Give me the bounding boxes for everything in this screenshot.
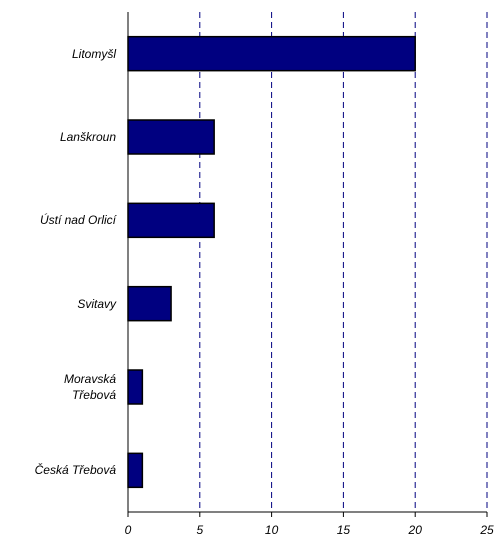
- y-tick-label: Svitavy: [77, 296, 116, 311]
- x-tick-label: 15: [337, 523, 351, 537]
- x-tick-label: 5: [196, 523, 203, 537]
- bar: [127, 202, 215, 239]
- x-tick-label: 20: [408, 523, 423, 537]
- bar: [127, 285, 172, 322]
- y-tick-label: Moravská Třebová: [63, 372, 116, 402]
- x-tick-label: 25: [479, 523, 494, 537]
- bar: [127, 452, 144, 489]
- y-tick-label: Lanškroun: [59, 130, 116, 144]
- y-tick-label: Česká Třebová: [34, 463, 116, 478]
- x-tick-label: 0: [125, 523, 132, 537]
- y-tick-label: Litomyšl: [71, 46, 116, 61]
- bar: [127, 119, 215, 155]
- bar: [127, 369, 144, 405]
- y-tick-label: Ústí nad Orlicí: [39, 213, 116, 228]
- x-tick-label: 10: [265, 523, 279, 537]
- bar: [127, 35, 416, 72]
